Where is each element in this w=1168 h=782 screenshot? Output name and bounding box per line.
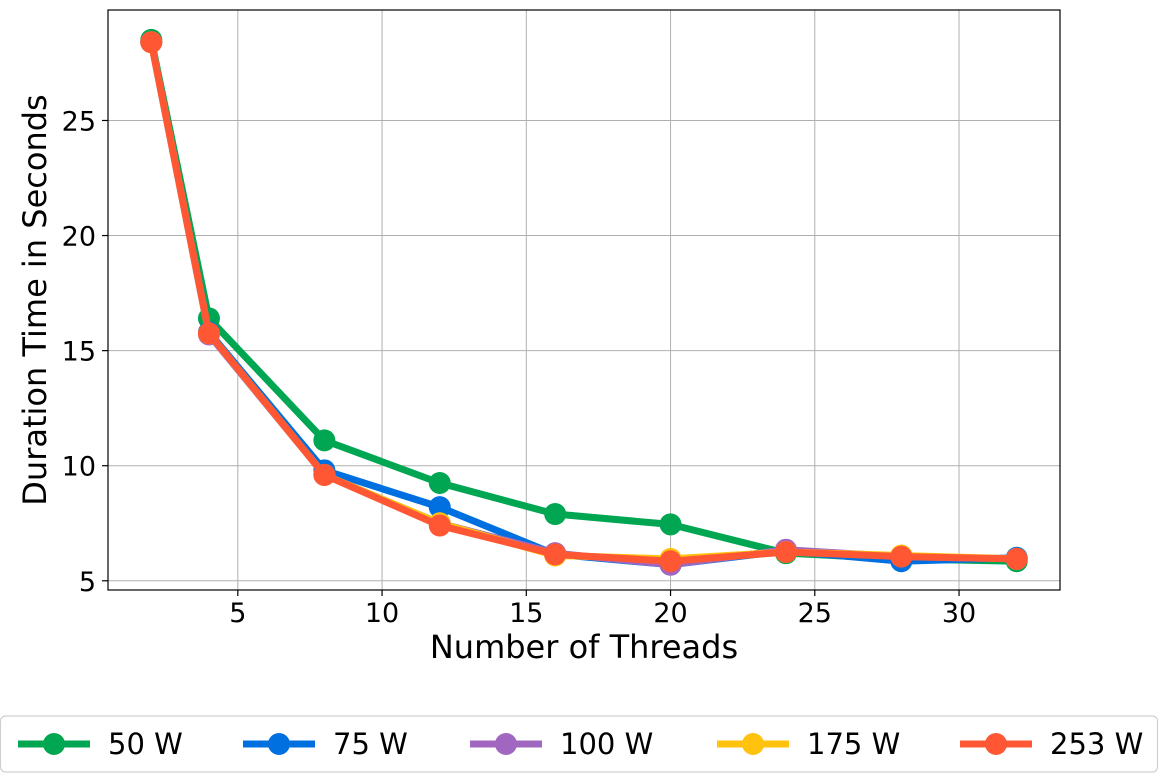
y-tick-label: 20 bbox=[62, 222, 96, 253]
legend-label: 50 W bbox=[108, 727, 183, 761]
legend-marker bbox=[268, 733, 290, 755]
data-point bbox=[544, 543, 567, 566]
y-tick-label: 10 bbox=[62, 452, 96, 483]
legend-label: 100 W bbox=[560, 727, 653, 761]
x-axis-label: Number of Threads bbox=[430, 628, 738, 666]
data-point bbox=[774, 541, 797, 564]
legend-label: 75 W bbox=[333, 727, 408, 761]
data-point bbox=[313, 429, 336, 452]
data-point bbox=[197, 322, 220, 345]
ticks: 5 10 15 20 25 30 5 10 15 20 25 bbox=[62, 106, 977, 629]
grid bbox=[108, 10, 1060, 590]
data-point bbox=[544, 503, 567, 526]
x-tick-label: 20 bbox=[653, 598, 687, 629]
y-axis-label: Duration Time in Seconds bbox=[16, 94, 54, 505]
legend-item: 100 W bbox=[470, 727, 653, 761]
legend-marker bbox=[43, 733, 65, 755]
legend-marker bbox=[985, 733, 1007, 755]
data-point bbox=[313, 463, 336, 486]
series-75-w bbox=[140, 31, 1028, 576]
legend-label: 253 W bbox=[1050, 727, 1143, 761]
x-tick-label: 15 bbox=[509, 598, 543, 629]
plot-frame bbox=[107, 9, 1061, 591]
legend-marker bbox=[495, 733, 517, 755]
legend-item: 50 W bbox=[18, 727, 183, 761]
data-point bbox=[428, 471, 451, 494]
data-point bbox=[1005, 547, 1028, 570]
data-point bbox=[140, 31, 163, 54]
series-253-w bbox=[140, 31, 1028, 573]
data-point bbox=[428, 514, 451, 537]
x-tick-label: 25 bbox=[798, 598, 832, 629]
legend-box bbox=[0, 715, 1159, 773]
legend: 50 W 75 W 100 W 175 W 253 W bbox=[0, 715, 1159, 773]
series-line bbox=[147, 38, 1021, 563]
y-tick-label: 15 bbox=[62, 337, 96, 368]
y-tick-label: 5 bbox=[79, 567, 96, 598]
x-tick-label: 10 bbox=[365, 598, 399, 629]
legend-item: 75 W bbox=[243, 727, 408, 761]
data-point bbox=[659, 550, 682, 573]
series-line bbox=[147, 36, 1021, 565]
y-tick-label: 25 bbox=[62, 106, 96, 137]
series-50-w bbox=[140, 28, 1028, 573]
x-tick-label: 30 bbox=[942, 598, 976, 629]
data-point bbox=[890, 545, 913, 568]
data-point bbox=[428, 496, 451, 519]
legend-marker bbox=[742, 733, 764, 755]
x-tick-label: 5 bbox=[229, 598, 246, 629]
legend-item: 253 W bbox=[960, 727, 1143, 761]
series-100-w bbox=[140, 31, 1028, 576]
legend-item: 175 W bbox=[717, 727, 900, 761]
series-175-w bbox=[140, 31, 1028, 570]
data-point bbox=[659, 513, 682, 536]
series-layer bbox=[140, 28, 1028, 576]
legend-label: 175 W bbox=[807, 727, 900, 761]
